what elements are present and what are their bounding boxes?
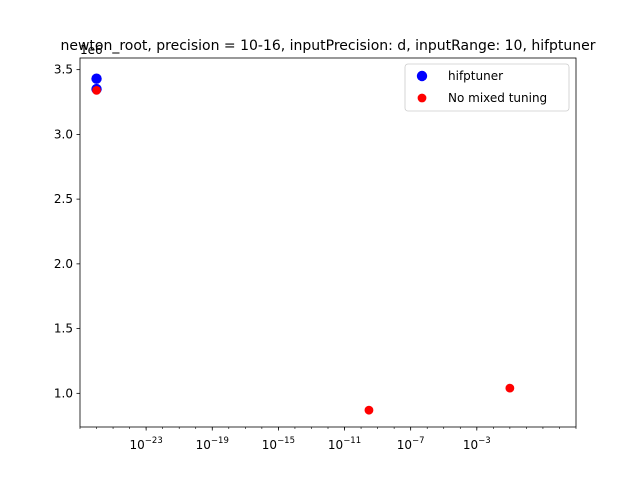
- y-tick-label: 1.5: [54, 322, 73, 336]
- legend-frame: [404, 63, 570, 112]
- x-tick-label: 10−23: [130, 436, 163, 452]
- y-tick-label: 3.0: [54, 127, 73, 141]
- data-point-hifptuner: [91, 73, 102, 84]
- plot-frame: [79, 57, 577, 428]
- data-point-no-mixed-tuning: [92, 85, 101, 95]
- x-tick-label: 10−3: [463, 436, 491, 452]
- y-tick-label: 2.5: [54, 192, 73, 206]
- y-tick-label: 1.0: [54, 386, 73, 400]
- x-tick-label: 10−15: [262, 436, 295, 452]
- chart-title: newton_root, precision = 10-16, inputPre…: [60, 38, 595, 54]
- legend: hifptuner No mixed tuning: [404, 63, 570, 112]
- legend-label-no-mixed-tuning: No mixed tuning: [448, 91, 547, 105]
- x-tick-label: 10−7: [397, 436, 425, 452]
- x-tick-label: 10−19: [196, 436, 229, 452]
- legend-label-hifptuner: hifptuner: [448, 69, 503, 83]
- y-tick-label: 2.0: [54, 257, 73, 271]
- data-point-no-mixed-tuning: [364, 405, 374, 415]
- legend-marker-hifptuner: [416, 70, 428, 82]
- data-point-no-mixed-tuning: [505, 383, 515, 393]
- x-tick-label: 10−11: [328, 436, 361, 452]
- legend-marker-no-mixed-tuning: [417, 93, 427, 103]
- data-points: [91, 73, 515, 415]
- y-tick-label: 3.5: [54, 63, 73, 77]
- axes: 10−23 10−19 10−15 10−11 10−7 10−3 1.0 1.5 2.0 2.5…: [54, 57, 577, 452]
- y-axis-offset-label: 1e6: [80, 43, 103, 57]
